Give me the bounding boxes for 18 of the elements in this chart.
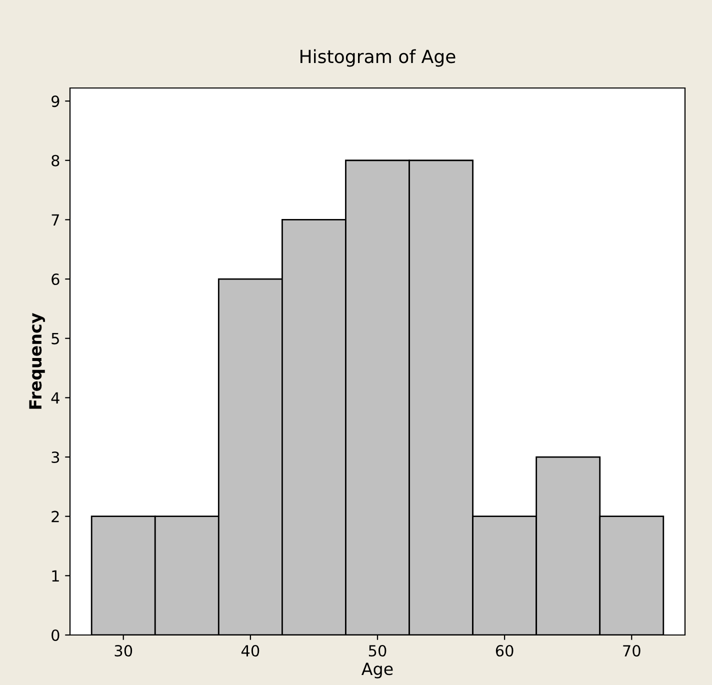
x-tick-label: 70 [623,644,640,657]
y-axis-title: Frequency [29,313,45,409]
y-tick-label: 1 [52,570,59,582]
chart-title: Histogram of Age [300,49,456,67]
x-axis-title: Age [362,662,393,678]
x-tick-label: 60 [496,644,514,657]
x-tick-label: 40 [241,644,260,657]
y-tick-label: 5 [52,333,59,344]
y-tick-label: 0 [52,629,60,642]
y-tick-label: 9 [52,96,60,108]
y-tick-label: 8 [52,154,60,166]
x-tick-label: 50 [368,644,386,657]
y-tick-label: 7 [52,214,59,226]
y-tick-label: 6 [52,274,60,286]
y-tick-label: 3 [52,451,60,464]
y-tick-label: 2 [52,510,59,522]
y-tick-label: 4 [51,392,60,404]
x-tick-label: 30 [114,644,132,657]
